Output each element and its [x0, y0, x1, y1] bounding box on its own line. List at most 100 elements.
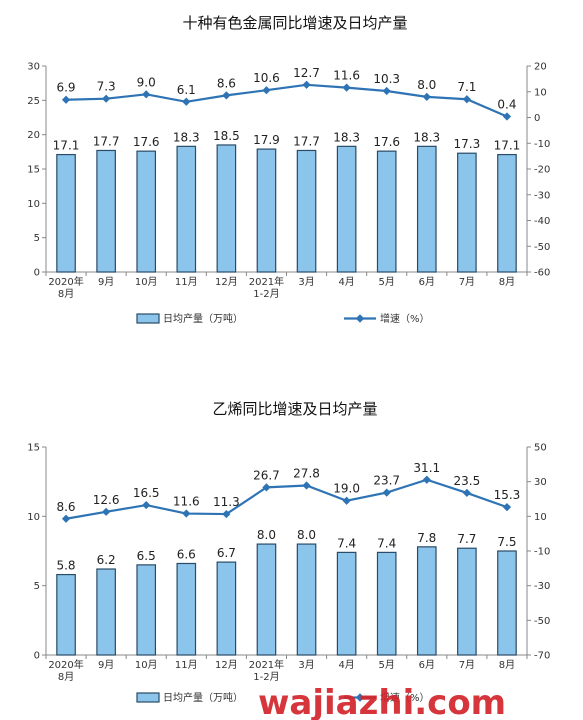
line-point [262, 86, 271, 95]
watermark: wajiazhi.com [258, 683, 506, 720]
bar-data-label: 5.8 [56, 559, 75, 573]
bar [416, 145, 437, 273]
bar-data-label: 6.2 [97, 553, 116, 567]
line-data-label: 11.6 [173, 495, 200, 509]
line-point [502, 503, 512, 512]
line-data-label: 12.6 [93, 493, 120, 507]
right-tick-label: -40 [534, 216, 550, 227]
x-tick-label: 3月 [298, 659, 314, 671]
line-data-label: 8.6 [217, 76, 236, 90]
line-point [222, 509, 231, 519]
bar-data-label: 17.6 [133, 135, 160, 149]
left-tick-label: 5 [34, 233, 40, 244]
x-tick-label: 1-2月 [253, 288, 279, 300]
x-tick-label: 2020年 [48, 275, 83, 288]
bar [336, 145, 357, 273]
x-tick-label: 5月 [379, 659, 395, 671]
line-data-label: 16.5 [133, 486, 160, 500]
chart-title: 十种有色金属同比增速及日均产量 [182, 14, 407, 32]
bar [416, 546, 437, 656]
bar [256, 543, 277, 656]
line-point [61, 95, 71, 104]
line-point [302, 80, 311, 89]
legend-line-marker [355, 314, 365, 323]
x-tick-label: 9月 [98, 276, 114, 288]
bar [497, 550, 517, 656]
bar-data-label: 7.4 [337, 536, 356, 550]
line-point [502, 112, 512, 121]
left-tick-label: 15 [27, 443, 40, 454]
x-tick-label: 9月 [98, 659, 114, 671]
bar [56, 573, 76, 656]
right-tick-label: 10 [534, 87, 547, 98]
bar-data-label: 17.7 [293, 134, 320, 148]
legend-bar-label: 日均产量（万吨） [163, 312, 243, 325]
line-point [342, 83, 351, 92]
bar-data-label: 6.6 [177, 547, 196, 561]
right-tick-label: -30 [534, 190, 550, 201]
legend-line-label: 增速（%） [380, 312, 430, 325]
x-tick-label: 6月 [419, 659, 435, 671]
line-data-label: 23.5 [454, 474, 481, 488]
bar-data-label: 17.9 [253, 133, 280, 147]
left-tick-label: 15 [27, 165, 40, 176]
right-tick-label: -50 [534, 616, 550, 627]
line-point [222, 91, 231, 100]
x-tick-label: 2021年 [249, 658, 284, 671]
legend-line-marker [355, 693, 365, 702]
right-tick-label: 50 [534, 443, 547, 454]
bar-data-label: 18.3 [413, 130, 440, 144]
bar-data-label: 17.7 [93, 134, 120, 148]
line-point [262, 483, 271, 492]
line-data-label: 6.1 [177, 83, 196, 97]
left-tick-label: 0 [34, 268, 40, 279]
bar [176, 562, 197, 656]
line-point [182, 509, 191, 518]
left-tick-label: 30 [27, 62, 40, 73]
right-tick-label: -10 [534, 547, 550, 558]
right-tick-label: 0 [534, 113, 540, 124]
line-data-label: 11.6 [333, 69, 360, 83]
line-point [462, 95, 471, 104]
line-data-label: 27.8 [293, 466, 320, 480]
bar [216, 144, 237, 273]
x-tick-label: 8月 [58, 671, 74, 683]
legend-line-label: 增速（%） [380, 691, 430, 704]
x-tick-label: 8月 [499, 276, 515, 288]
line-data-label: 9.0 [137, 75, 156, 89]
left-tick-label: 10 [27, 199, 40, 210]
line-point [102, 94, 111, 103]
bar [457, 152, 477, 273]
line-data-label: 7.1 [457, 80, 476, 94]
line-data-label: 11.3 [213, 495, 240, 509]
bar [296, 543, 317, 656]
left-tick-label: 20 [27, 130, 40, 141]
chart-title: 乙烯同比增速及日均产量 [212, 400, 377, 418]
bar-data-label: 18.5 [213, 129, 240, 143]
bar [376, 551, 397, 656]
line-data-label: 8.6 [56, 500, 75, 514]
bar [216, 561, 237, 656]
bar [96, 149, 116, 273]
line-data-label: 23.7 [373, 474, 400, 488]
x-tick-label: 8月 [58, 288, 74, 300]
line-data-label: 8.0 [417, 78, 436, 92]
line-point [142, 500, 151, 510]
bar-data-label: 17.1 [53, 139, 80, 153]
line-point [102, 507, 111, 516]
chart-ethylene: 乙烯同比增速及日均产量 0 5 10 15 -70 -50 -30 -10 10 30 50 2020年… [27, 400, 550, 704]
x-tick-label: 11月 [175, 659, 198, 671]
left-tick-label: 10 [27, 512, 40, 523]
line-point [142, 90, 151, 99]
right-tick-label: -20 [534, 165, 550, 176]
x-tick-label: 10月 [135, 276, 158, 288]
x-tick-label: 2021年 [249, 275, 284, 288]
line-data-label: 10.6 [253, 71, 280, 85]
right-tick-label: -30 [534, 581, 550, 592]
x-tick-label: 3月 [298, 276, 314, 288]
bar-data-label: 7.5 [497, 535, 516, 549]
right-tick-label: -70 [534, 651, 550, 662]
bar-data-label: 6.5 [137, 549, 156, 563]
bar [256, 148, 277, 273]
line-data-label: 15.3 [494, 488, 521, 502]
